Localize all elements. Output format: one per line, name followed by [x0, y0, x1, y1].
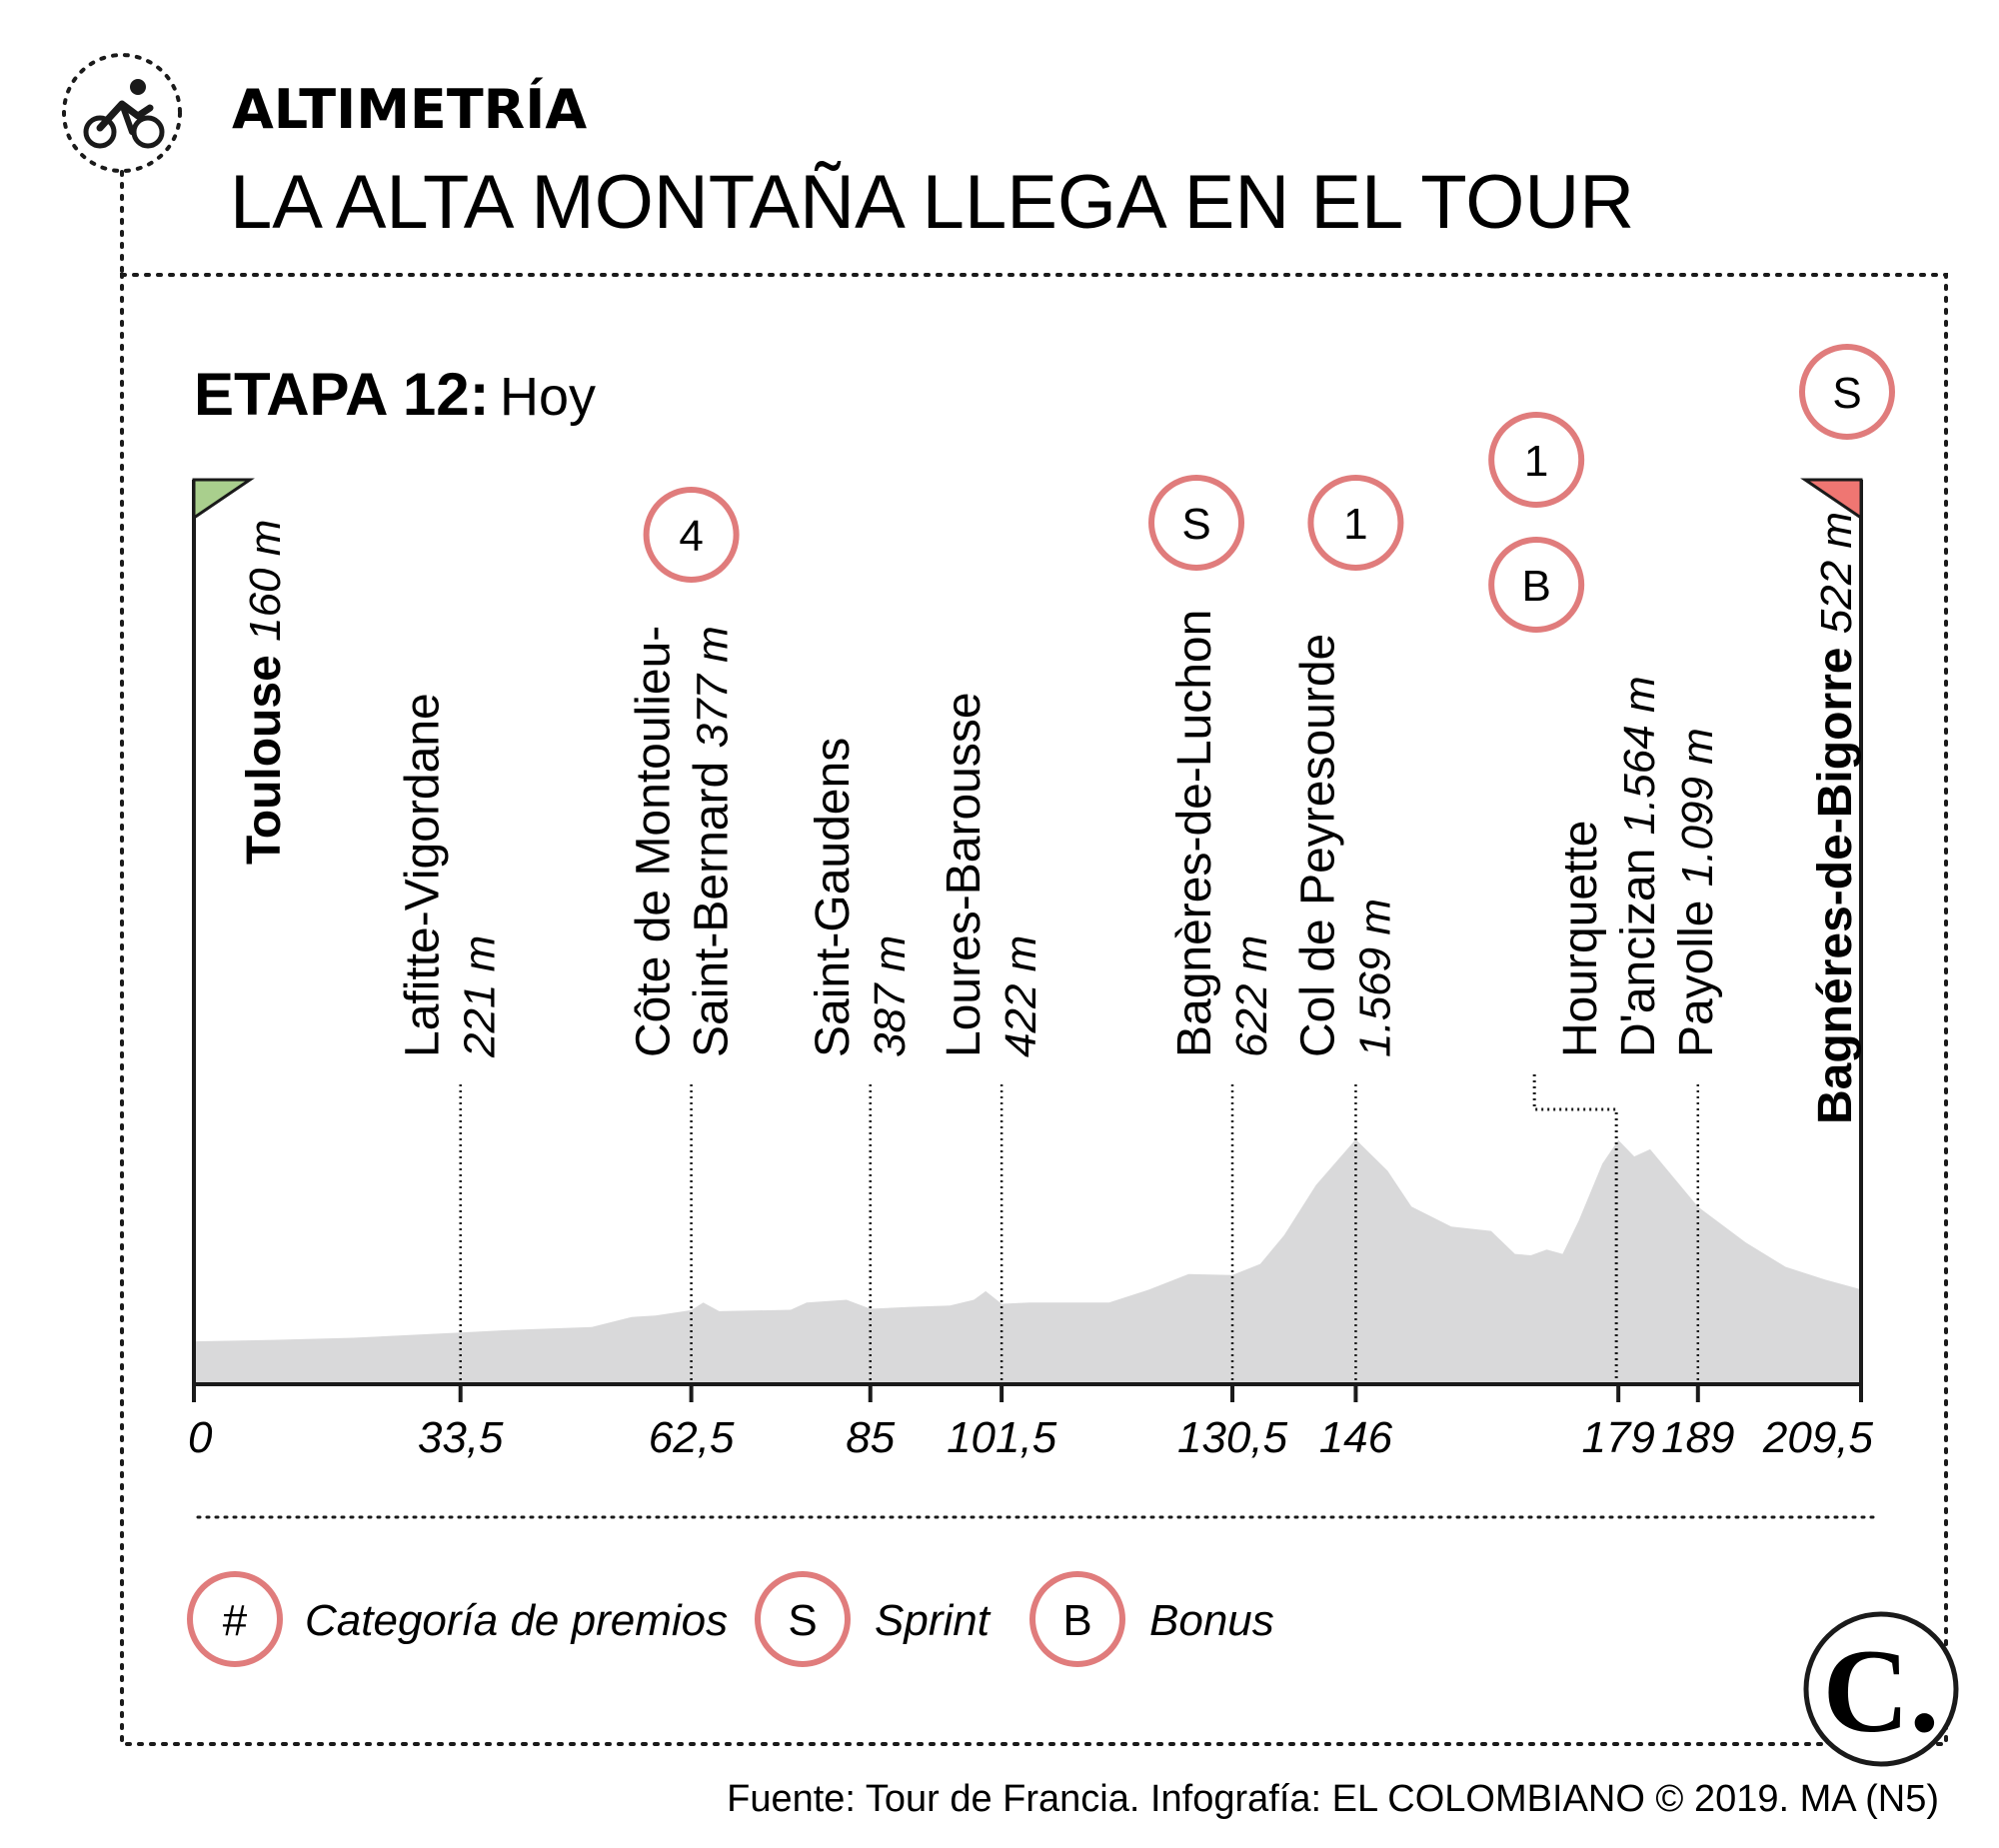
- location-label-bagn-res-de-luchon: Bagnères-de-Luchon 622 m: [1168, 610, 1276, 1057]
- x-tick-label: 146: [1319, 1413, 1393, 1462]
- location-name: Bagnères-de-Luchon: [1168, 610, 1221, 1057]
- location-label-loures-barousse: Loures-Barousse 422 m: [938, 692, 1045, 1057]
- location-label-payolle: Payolle 1.099 m: [1670, 728, 1723, 1057]
- source-credit: Fuente: Tour de Francia. Infografía: EL …: [727, 1778, 1939, 1820]
- chart-frame: [120, 273, 1948, 1746]
- badge-ring: [643, 487, 740, 583]
- logo-text: C.: [1823, 1624, 1940, 1757]
- kicker: ALTIMETRÍA: [232, 78, 587, 141]
- badge-ring: [1799, 344, 1895, 440]
- location-altitude: 422 m: [997, 935, 1045, 1057]
- location-name: Bagnéres-de-Bigorre 522 m: [1809, 512, 1862, 1124]
- location-altitude: 387 m: [866, 935, 915, 1057]
- badge-ring: [1307, 475, 1404, 571]
- badge-label: B: [1062, 1596, 1091, 1645]
- badge-label: 1: [1343, 500, 1367, 549]
- badge-label: B: [1521, 562, 1550, 611]
- legend-label: Categoría de premios: [305, 1596, 728, 1645]
- location-name: Saint-Gaudens: [807, 738, 860, 1057]
- badge-ring: [187, 1571, 283, 1667]
- location-label-hourquette: Hourquette D'ancizan 1.564 m: [1554, 676, 1665, 1057]
- x-tick-label: 85: [846, 1413, 895, 1462]
- sprint-badge: S: [1148, 475, 1245, 571]
- headline: LA ALTA MONTAÑA LLEGA EN EL TOUR: [230, 160, 1634, 245]
- badge-ring: [1488, 412, 1585, 508]
- location-label-saint-gaudens: Saint-Gaudens 387 m: [807, 738, 915, 1057]
- badge-label: 1: [1524, 437, 1548, 486]
- location-name: Côte de Montoulieu-: [628, 626, 681, 1057]
- location-label-bagn-res-de-bigorre: Bagnéres-de-Bigorre 522 m: [1809, 512, 1862, 1124]
- badge-label: #: [223, 1596, 248, 1645]
- el-colombiano-logo: C.: [1803, 1611, 1959, 1767]
- location-label-c-te-de-montoulieu-: Côte de Montoulieu- Saint-Bernard 377 m: [628, 626, 739, 1057]
- x-tick-label: 130,5: [1177, 1413, 1288, 1462]
- legend-badge: #: [187, 1571, 283, 1667]
- badge-label: S: [1832, 369, 1861, 418]
- x-tick-label: 179: [1581, 1413, 1654, 1462]
- cyclist-icon: [62, 53, 182, 173]
- start-flag: [192, 478, 255, 521]
- location-altitude: 160 m: [241, 520, 290, 642]
- badge-ring: [1488, 537, 1585, 633]
- location-name-line2: Saint-Bernard 377 m: [686, 626, 739, 1057]
- category-badge: 4: [643, 487, 740, 583]
- location-label-toulouse: Toulouse 160 m: [238, 520, 291, 865]
- x-tick-label: 33,5: [418, 1413, 504, 1462]
- elevation-profile-area: [194, 1139, 1861, 1384]
- x-tick-label: 101,5: [947, 1413, 1057, 1462]
- location-altitude: 1.099 m: [1673, 728, 1722, 887]
- location-name: Hourquette: [1554, 821, 1607, 1058]
- badge-ring: [755, 1571, 851, 1667]
- location-altitude: 377 m: [689, 626, 738, 748]
- badge-label: S: [1181, 500, 1210, 549]
- location-name-line2: D'ancizan 1.564 m: [1612, 676, 1665, 1057]
- location-name: Payolle 1.099 m: [1670, 728, 1723, 1057]
- x-tick-label: 209,5: [1762, 1413, 1874, 1462]
- location-altitude: 221 m: [456, 935, 505, 1058]
- location-altitude: 1.564 m: [1615, 676, 1664, 835]
- legend: # Categoría de premios S Sprint B Bonus: [187, 1571, 1274, 1667]
- badge-ring: [1148, 475, 1245, 571]
- location-name: Col de Peyresourde: [1291, 634, 1344, 1057]
- legend-label: Bonus: [1149, 1596, 1274, 1645]
- badge-ring: [1029, 1571, 1125, 1667]
- category-badge: 1: [1488, 412, 1585, 508]
- elevation-plot: 0 33,5 62,5 85 101,5 130,5 146 179 189 209,5 Toulo…: [188, 344, 1895, 1462]
- legend-badge: S: [755, 1571, 851, 1667]
- location-altitude: 522 m: [1812, 512, 1861, 634]
- badge-label: S: [788, 1596, 817, 1645]
- location-label-lafitte-vigordane: Lafitte-Vigordane 221 m: [397, 693, 505, 1058]
- location-name: Lafitte-Vigordane: [397, 693, 450, 1057]
- legend-badge: B: [1029, 1571, 1125, 1667]
- location-altitude: 1.569 m: [1350, 899, 1399, 1057]
- x-tick-label: 189: [1661, 1413, 1734, 1462]
- stage-number: ETAPA 12:: [194, 361, 490, 428]
- legend-label: Sprint: [875, 1596, 992, 1645]
- category-badge: 1: [1307, 475, 1404, 571]
- sprint-badge: S: [1799, 344, 1895, 440]
- finish-flag: [1800, 478, 1863, 521]
- x-tick-label: 0: [188, 1413, 213, 1462]
- location-name: Loures-Barousse: [938, 692, 991, 1057]
- bonus-badge: B: [1488, 537, 1585, 633]
- location-label-col-de-peyresourde: Col de Peyresourde 1.569 m: [1291, 634, 1399, 1057]
- x-tick-label: 62,5: [649, 1413, 735, 1462]
- location-name: Toulouse 160 m: [238, 520, 291, 865]
- badge-label: 4: [679, 512, 703, 561]
- stage-day: Hoy: [500, 367, 596, 427]
- location-altitude: 622 m: [1227, 935, 1276, 1057]
